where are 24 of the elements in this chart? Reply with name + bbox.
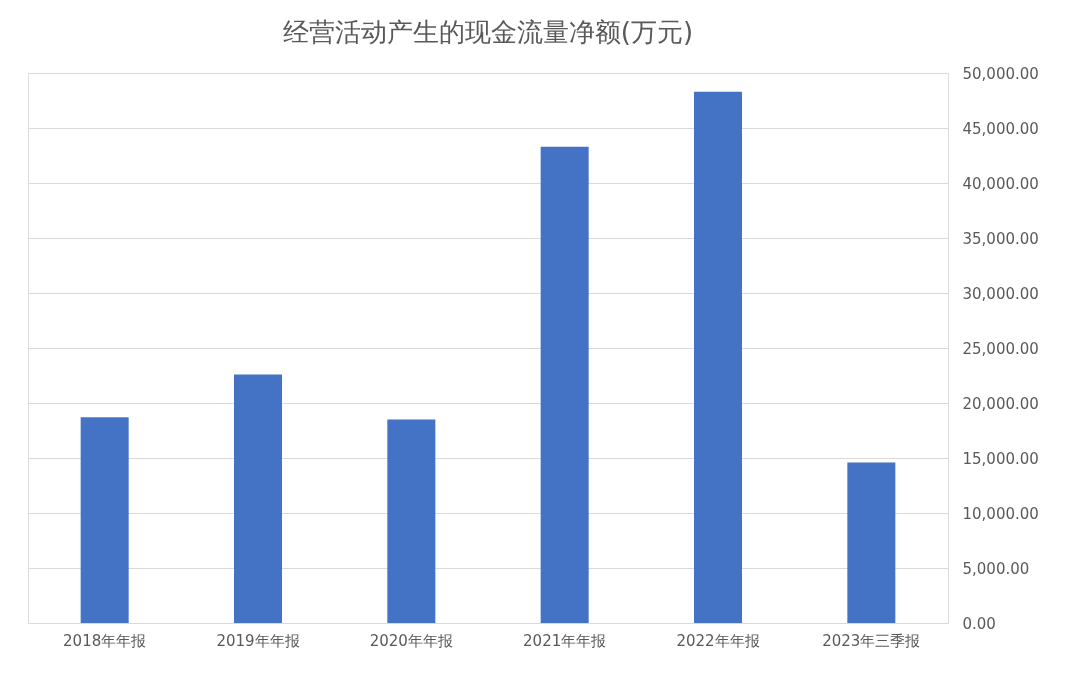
y-tick-label: 45,000.00 bbox=[962, 119, 1039, 138]
y-tick-label: 10,000.00 bbox=[962, 504, 1039, 523]
bar bbox=[847, 462, 896, 623]
y-tick-label: 5,000.00 bbox=[962, 559, 1030, 578]
chart-title: 经营活动产生的现金流量净额(万元) bbox=[282, 17, 694, 47]
y-tick-label: 30,000.00 bbox=[962, 284, 1039, 303]
x-tick-label: 2022年年报 bbox=[676, 631, 760, 650]
bar bbox=[80, 417, 129, 623]
bar bbox=[387, 419, 436, 623]
y-tick-label: 40,000.00 bbox=[962, 174, 1039, 193]
bar bbox=[694, 91, 742, 623]
y-tick-label: 15,000.00 bbox=[962, 449, 1039, 468]
x-tick-label: 2020年年报 bbox=[369, 631, 453, 650]
bar bbox=[540, 146, 589, 623]
y-tick-label: 25,000.00 bbox=[962, 339, 1039, 358]
bar bbox=[234, 374, 282, 623]
x-tick-label: 2019年年报 bbox=[216, 631, 300, 650]
y-tick-label: 20,000.00 bbox=[962, 394, 1039, 413]
y-tick-label: 0.00 bbox=[962, 614, 996, 633]
x-tick-label: 2018年年报 bbox=[63, 631, 147, 650]
x-tick-label: 2023年三季报 bbox=[822, 631, 921, 650]
y-tick-label: 50,000.00 bbox=[962, 64, 1039, 83]
y-tick-label: 35,000.00 bbox=[962, 229, 1039, 248]
x-tick-label: 2021年年报 bbox=[523, 631, 607, 650]
